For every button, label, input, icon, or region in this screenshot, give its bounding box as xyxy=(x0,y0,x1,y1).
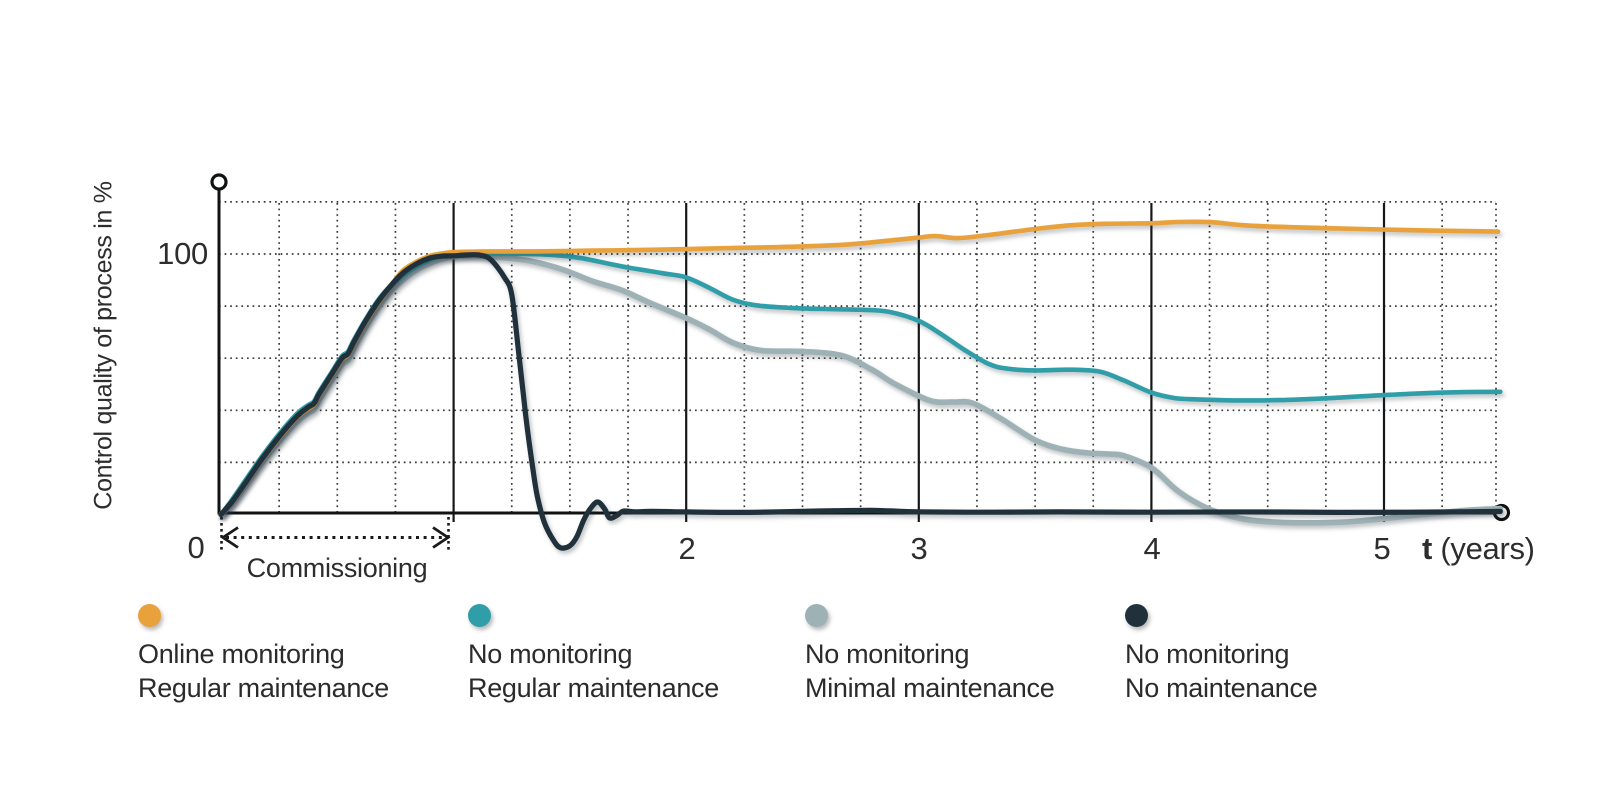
x-tick-5: 5 xyxy=(1373,531,1391,566)
legend-item-online-monitoring-regular-maintenance: Online monitoring Regular maintenance xyxy=(138,604,389,702)
legend-item-no-monitoring-no-maintenance: No monitoring No maintenance xyxy=(1125,604,1318,702)
legend-label-line1: Online monitoring xyxy=(138,639,345,669)
legend-label-line1: No monitoring xyxy=(805,639,970,669)
x-axis-unit: (years) xyxy=(1440,531,1535,566)
x-tick-4: 4 xyxy=(1143,531,1161,566)
x-tick-3: 3 xyxy=(910,531,928,566)
legend-label-line1: No monitoring xyxy=(1125,639,1290,669)
curves xyxy=(218,219,1504,551)
legend-label-line2: No maintenance xyxy=(1125,673,1318,703)
legend-dot-dark xyxy=(1125,604,1148,627)
x-axis-variable: t xyxy=(1422,531,1433,566)
arrowhead-left-icon xyxy=(220,526,239,549)
legend-dot-orange xyxy=(138,604,161,627)
legend-label-line2: Regular maintenance xyxy=(468,673,719,703)
y-axis-title: Control quality of process in % xyxy=(89,181,118,510)
commissioning-range-arrow xyxy=(220,517,451,552)
legend-label-line2: Regular maintenance xyxy=(138,673,389,703)
legend-dot-gray xyxy=(805,604,828,627)
y-tick-100: 100 xyxy=(157,236,208,271)
x-tick-0: 0 xyxy=(187,530,205,565)
legend-label-line2: Minimal maintenance xyxy=(805,673,1055,703)
arrowhead-right-icon xyxy=(432,526,451,549)
legend-dot-teal xyxy=(468,604,491,627)
curve-no-monitoring-minimal-maintenance xyxy=(218,252,1504,526)
y-axis-end-marker xyxy=(210,173,228,191)
curve-no-monitoring-no-maintenance xyxy=(218,252,1503,551)
legend-label-line1: No monitoring xyxy=(468,639,633,669)
commissioning-label: Commissioning xyxy=(246,553,428,583)
x-axis-title: t (years) xyxy=(1422,533,1535,564)
legend-item-no-monitoring-minimal-maintenance: No monitoring Minimal maintenance xyxy=(805,604,1055,702)
legend-item-no-monitoring-regular-maintenance: No monitoring Regular maintenance xyxy=(468,604,719,702)
x-tick-2: 2 xyxy=(678,531,696,566)
